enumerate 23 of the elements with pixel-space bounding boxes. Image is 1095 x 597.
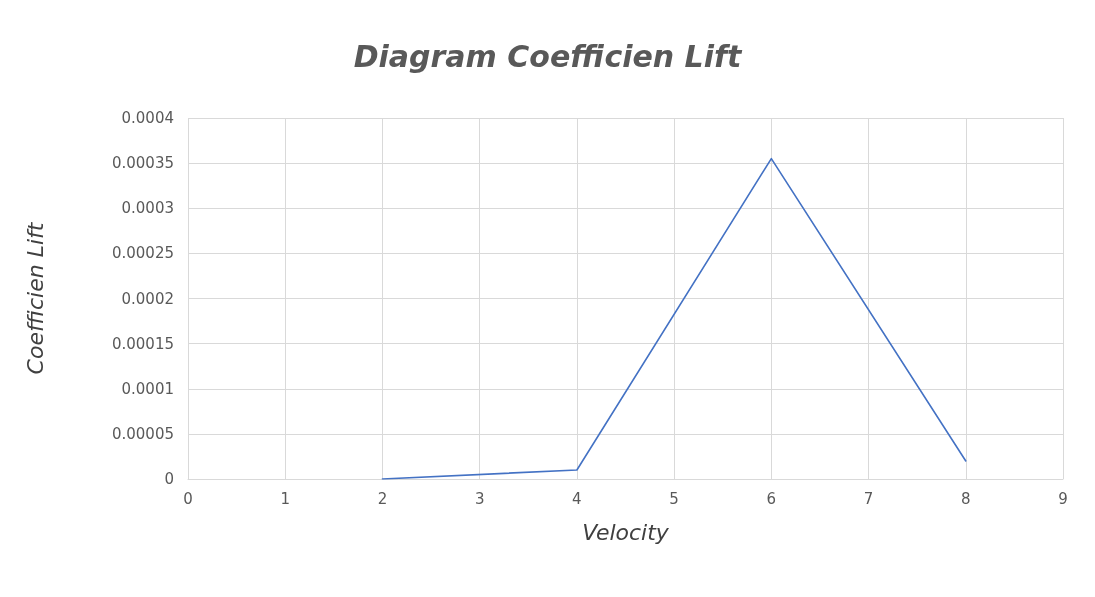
x-tick-label: 5 <box>669 489 679 508</box>
y-axis-title: Coefficien Lift <box>22 221 48 375</box>
y-tick-label: 0.00005 <box>111 424 174 443</box>
y-tick-label: 0.00025 <box>111 244 174 263</box>
y-tick-label: 0.0001 <box>121 379 174 398</box>
y-tick-label: 0.00035 <box>111 154 174 173</box>
y-tick-label: 0 <box>164 470 174 488</box>
x-tick-label: 3 <box>474 489 485 508</box>
x-tick-label: 8 <box>961 489 971 508</box>
x-axis-title: Velocity <box>582 519 670 545</box>
x-tick-label: 7 <box>863 489 874 508</box>
x-tick-label: 4 <box>572 489 582 508</box>
y-tick-label: 0.0002 <box>121 289 174 308</box>
x-tick-label: 1 <box>280 489 290 508</box>
chart-title: Diagram Coefficien Lift <box>353 38 744 74</box>
x-tick-label: 0 <box>183 489 193 508</box>
y-tick-label: 0.00015 <box>111 334 174 353</box>
line-series <box>381 157 967 480</box>
x-tick-label: 2 <box>377 489 388 508</box>
x-tick-label: 6 <box>766 489 777 508</box>
y-tick-label: 0.0004 <box>121 109 174 127</box>
x-tick-label: 9 <box>1058 489 1068 508</box>
y-tick-label: 0.0003 <box>121 199 174 218</box>
